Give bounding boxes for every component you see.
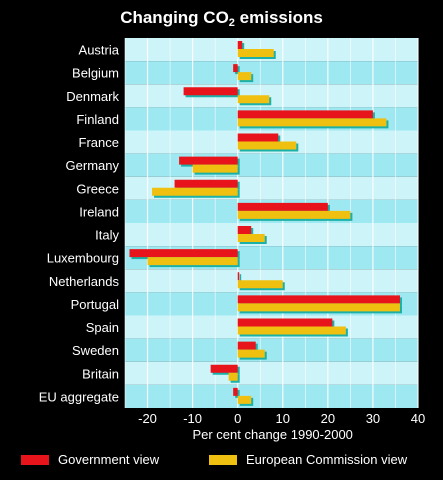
bar-government bbox=[210, 364, 238, 373]
bar-commission bbox=[237, 210, 351, 219]
category-label: Germany bbox=[66, 158, 120, 173]
bar-commission bbox=[237, 118, 387, 127]
legend-swatch-commission bbox=[208, 453, 238, 466]
legend-label-government: Government view bbox=[58, 452, 160, 467]
category-label: Britain bbox=[82, 366, 119, 381]
bar-government bbox=[237, 295, 400, 304]
category-label: Italy bbox=[95, 228, 119, 243]
plot-band bbox=[125, 223, 418, 247]
plot-band bbox=[125, 384, 418, 408]
bar-government bbox=[237, 272, 240, 281]
category-label: France bbox=[79, 135, 119, 150]
bar-government bbox=[237, 226, 252, 234]
bar-commission bbox=[237, 349, 265, 358]
bar-government bbox=[129, 249, 238, 258]
x-tick-label: 0 bbox=[234, 411, 241, 426]
bar-commission bbox=[237, 303, 400, 312]
bar-commission bbox=[192, 164, 238, 173]
plot-band bbox=[125, 84, 418, 108]
bar-commission bbox=[152, 187, 238, 196]
plot-band bbox=[125, 361, 418, 385]
x-tick-label: 10 bbox=[276, 411, 290, 426]
bar-government bbox=[183, 87, 238, 96]
x-tick-label: -20 bbox=[138, 411, 157, 426]
bar-commission bbox=[147, 257, 238, 266]
bar-commission bbox=[237, 326, 346, 335]
category-label: Portugal bbox=[71, 297, 120, 312]
x-tick-label: -10 bbox=[183, 411, 202, 426]
category-label: Ireland bbox=[79, 204, 119, 219]
x-tick-label: 30 bbox=[366, 411, 380, 426]
bar-commission bbox=[237, 141, 297, 150]
bar-government bbox=[237, 110, 373, 119]
category-label: Greece bbox=[76, 181, 119, 196]
bar-government bbox=[237, 133, 279, 142]
chart-legend: Government view European Commission view bbox=[20, 452, 430, 470]
bar-commission bbox=[237, 49, 274, 57]
bar-government bbox=[179, 156, 238, 165]
x-tick-label: 20 bbox=[321, 411, 335, 426]
category-label: Luxembourg bbox=[47, 251, 119, 266]
category-label: Netherlands bbox=[49, 274, 120, 289]
bar-commission bbox=[237, 72, 252, 81]
bar-government bbox=[237, 341, 256, 350]
bar-government bbox=[233, 64, 238, 73]
category-label: Belgium bbox=[72, 66, 119, 81]
bar-commission bbox=[228, 372, 238, 381]
plot-band bbox=[125, 338, 418, 362]
category-label: Denmark bbox=[66, 89, 119, 104]
chart-title: Changing CO2 emissions bbox=[120, 8, 323, 29]
category-label: Spain bbox=[86, 320, 119, 335]
bar-government bbox=[233, 387, 238, 396]
legend-label-commission: European Commission view bbox=[246, 452, 408, 467]
bar-government bbox=[237, 41, 243, 49]
plot-band bbox=[125, 61, 418, 85]
bar-government bbox=[237, 202, 328, 211]
legend-swatch-government bbox=[20, 453, 50, 466]
bar-government bbox=[174, 179, 238, 188]
x-tick-label: 40 bbox=[411, 411, 425, 426]
legend-item-commission: European Commission view bbox=[208, 452, 407, 467]
bar-commission bbox=[237, 95, 270, 104]
category-label: Finland bbox=[76, 112, 119, 127]
plot-band bbox=[125, 153, 418, 177]
category-label: Austria bbox=[79, 43, 120, 58]
bar-shadow bbox=[239, 274, 242, 283]
bar-commission bbox=[237, 395, 252, 404]
bar-government bbox=[237, 318, 333, 327]
legend-item-government: Government view bbox=[20, 452, 159, 467]
bar-commission bbox=[237, 234, 265, 242]
category-label: EU aggregate bbox=[39, 389, 119, 404]
bar-commission bbox=[237, 280, 283, 289]
category-label: Sweden bbox=[72, 343, 119, 358]
x-axis-label: Per cent change 1990-2000 bbox=[192, 427, 352, 442]
